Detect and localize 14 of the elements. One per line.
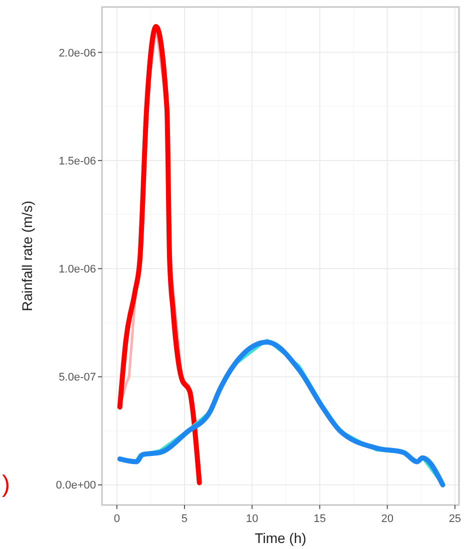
x-tick-label: 15 [314, 513, 326, 525]
y-tick-label: 0.0e+00 [56, 480, 96, 492]
x-tick-label: 20 [381, 513, 394, 525]
y-axis-title: Rainfall rate (m/s) [19, 200, 35, 312]
x-tick-label: 25 [448, 513, 462, 525]
x-tick-label: 5 [181, 513, 188, 525]
text: ) [2, 470, 10, 498]
y-tick-label: 2.0e-06 [58, 47, 96, 60]
x-tick-label: 10 [246, 513, 258, 525]
x-tick-label: 0 [114, 513, 120, 525]
y-tick-label: 1.0e-06 [58, 264, 96, 276]
y-tick-label: 1.5e-06 [58, 155, 96, 168]
y-tick-label: 5.0e-07 [58, 372, 96, 384]
x-axis-title: Time (h) [254, 530, 306, 546]
